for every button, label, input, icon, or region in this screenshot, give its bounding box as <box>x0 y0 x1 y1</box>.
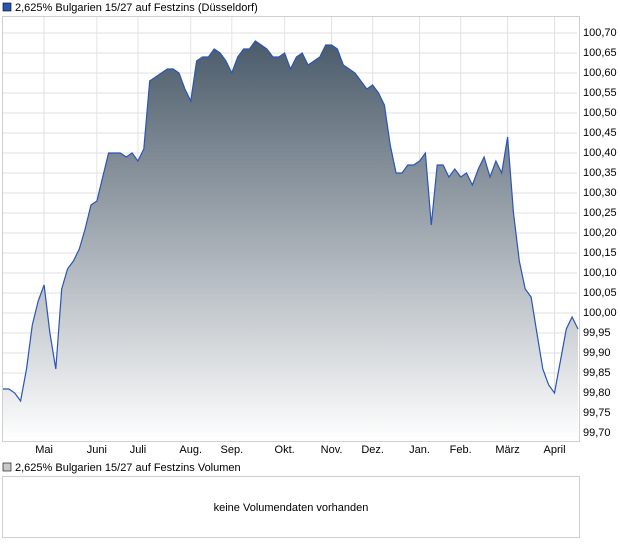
y-tick-label: 100,05 <box>583 287 617 299</box>
y-tick-label: 100,35 <box>583 167 617 179</box>
y-tick-label: 100,10 <box>583 267 617 279</box>
x-tick-label: Sep. <box>221 444 244 456</box>
y-tick-label: 100,00 <box>583 307 617 319</box>
x-tick-label: Dez. <box>361 444 384 456</box>
y-tick-label: 100,20 <box>583 227 617 239</box>
y-tick-label: 100,50 <box>583 107 617 119</box>
y-tick-label: 99,80 <box>583 387 611 399</box>
y-tick-label: 100,55 <box>583 87 617 99</box>
x-tick-label: Aug. <box>179 444 202 456</box>
x-tick-label: Okt. <box>275 444 295 456</box>
volume-legend-swatch <box>2 462 12 472</box>
volume-message: keine Volumendaten vorhanden <box>214 502 369 514</box>
legend-swatch <box>2 2 12 12</box>
volume-legend: 2,625% Bulgarien 15/27 auf Festzins Volu… <box>15 462 241 474</box>
line <box>3 40 579 403</box>
y-tick-label: 99,70 <box>583 427 611 439</box>
y-tick-label: 100,60 <box>583 67 617 79</box>
x-tick-label: April <box>544 444 566 456</box>
volume-frame <box>2 476 580 538</box>
y-tick-label: 100,25 <box>583 207 617 219</box>
marks <box>3 40 579 441</box>
x-tick-label: Mai <box>35 444 53 456</box>
y-tick-label: 100,65 <box>583 47 617 59</box>
chart-title: 2,625% Bulgarien 15/27 auf Festzins (Düs… <box>15 2 258 14</box>
y-tick-label: 100,70 <box>583 27 617 39</box>
x-tick-label: Juni <box>87 444 107 456</box>
area <box>3 41 578 441</box>
plot-frame <box>2 16 580 442</box>
x-tick-label: Jan. <box>409 444 430 456</box>
x-tick-label: Juli <box>130 444 147 456</box>
y-tick-label: 100,45 <box>583 127 617 139</box>
x-tick-label: März <box>495 444 519 456</box>
y-tick-label: 99,90 <box>583 347 611 359</box>
y-tick-label: 100,40 <box>583 147 617 159</box>
y-tick-label: 99,95 <box>583 327 611 339</box>
x-tick-label: Nov. <box>321 444 343 456</box>
x-tick-label: Feb. <box>450 444 472 456</box>
y-tick-label: 100,30 <box>583 187 617 199</box>
y-tick-label: 99,85 <box>583 367 611 379</box>
y-tick-label: 100,15 <box>583 247 617 259</box>
y-tick-label: 99,75 <box>583 407 611 419</box>
